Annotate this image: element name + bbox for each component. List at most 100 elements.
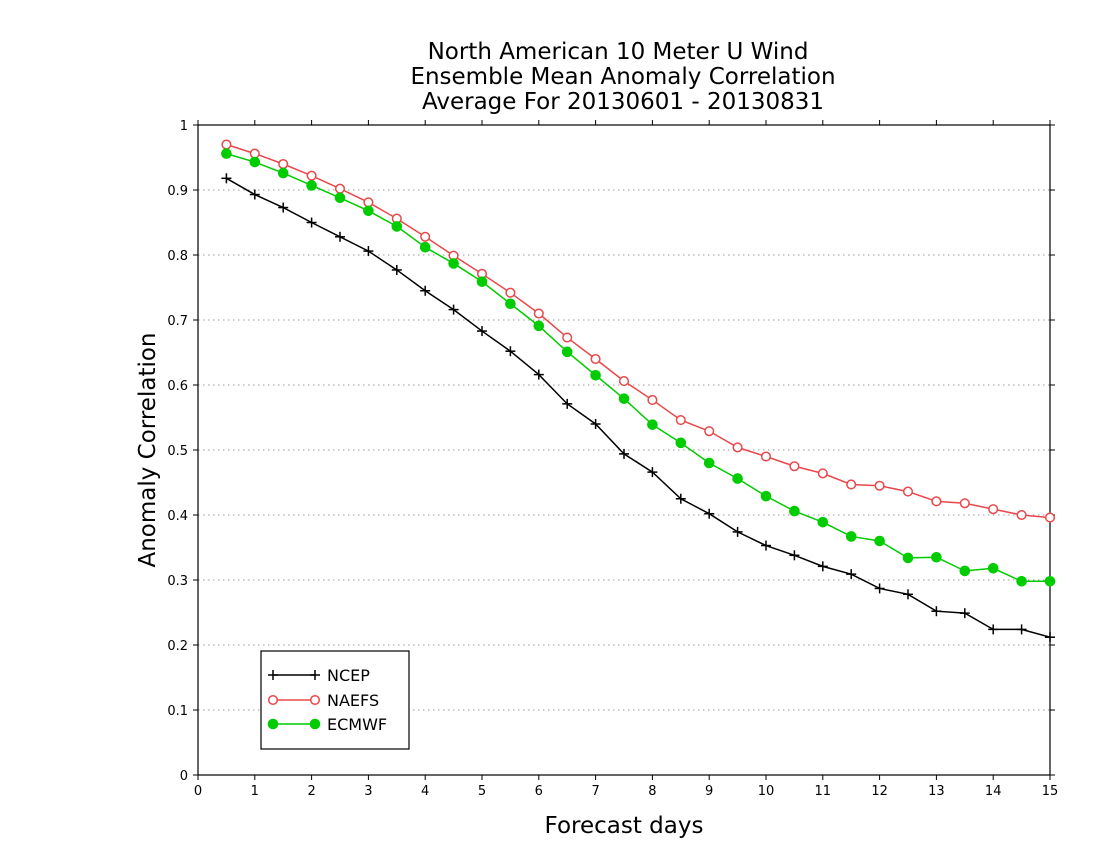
x-axis-label: Forecast days bbox=[545, 813, 704, 839]
data-point bbox=[533, 320, 545, 332]
data-point bbox=[533, 308, 544, 319]
data-point bbox=[1044, 576, 1056, 587]
data-point bbox=[249, 148, 260, 159]
data-point bbox=[903, 589, 913, 600]
series-ncep bbox=[221, 173, 1055, 643]
data-point bbox=[817, 468, 828, 479]
data-point bbox=[874, 535, 885, 547]
series-layer bbox=[221, 139, 1056, 643]
data-point bbox=[334, 192, 346, 204]
data-point bbox=[647, 419, 658, 430]
data-point bbox=[1016, 624, 1027, 635]
data-point bbox=[277, 167, 289, 179]
chart-title: North American 10 Meter U Wind Ensemble … bbox=[410, 39, 835, 115]
y-tick-label: 0.7 bbox=[167, 314, 188, 329]
data-point bbox=[391, 221, 403, 232]
legend-item-ecmwf: ECMWF bbox=[267, 715, 387, 734]
x-tick-label: 14 bbox=[985, 784, 1002, 799]
data-point bbox=[959, 565, 971, 577]
x-tick-label: 15 bbox=[1042, 784, 1059, 799]
data-point bbox=[505, 287, 516, 298]
gridlines bbox=[198, 189, 1050, 711]
data-point bbox=[704, 508, 715, 519]
data-point bbox=[363, 197, 374, 208]
data-point bbox=[310, 670, 320, 680]
data-point bbox=[363, 205, 374, 217]
y-tick-label: 1 bbox=[180, 119, 188, 134]
data-point bbox=[987, 563, 999, 574]
y-tick-label: 0.1 bbox=[167, 704, 188, 719]
data-point bbox=[268, 670, 278, 680]
series-line-ecmwf bbox=[226, 152, 1050, 583]
data-point bbox=[363, 246, 374, 257]
data-point bbox=[789, 505, 800, 517]
data-point bbox=[267, 718, 279, 730]
data-point bbox=[391, 264, 402, 275]
data-point bbox=[846, 569, 857, 580]
data-point bbox=[477, 326, 487, 337]
data-point bbox=[902, 486, 914, 497]
data-point bbox=[309, 718, 321, 730]
y-tick-label: 0.8 bbox=[167, 249, 188, 264]
data-point bbox=[590, 419, 601, 429]
series-naefs bbox=[221, 139, 1056, 523]
series-line-ncep bbox=[226, 177, 1051, 638]
data-point bbox=[931, 606, 942, 617]
x-tick-label: 10 bbox=[758, 784, 775, 799]
data-point bbox=[334, 183, 346, 194]
data-point bbox=[419, 241, 431, 253]
data-point bbox=[619, 448, 629, 459]
data-point bbox=[789, 461, 800, 472]
data-point bbox=[267, 694, 279, 706]
data-point bbox=[1044, 512, 1056, 523]
legend-label: ECMWF bbox=[327, 715, 387, 734]
y-tick-label: 0 bbox=[180, 769, 188, 784]
legend-label: NCEP bbox=[327, 666, 370, 685]
y-tick-label: 0.5 bbox=[167, 444, 188, 459]
data-point bbox=[703, 457, 715, 469]
data-point bbox=[505, 298, 516, 310]
data-point bbox=[845, 531, 857, 542]
data-point bbox=[221, 173, 232, 184]
data-point bbox=[675, 437, 687, 449]
data-point bbox=[278, 158, 289, 170]
y-tick-label: 0.2 bbox=[167, 639, 188, 654]
data-point bbox=[817, 516, 829, 528]
data-point bbox=[817, 561, 828, 572]
legend-item-ncep: NCEP bbox=[268, 666, 370, 685]
data-point bbox=[732, 526, 743, 537]
data-point bbox=[761, 540, 771, 551]
y-tick-label: 0.4 bbox=[167, 509, 188, 524]
data-point bbox=[590, 353, 601, 365]
data-point bbox=[988, 504, 999, 515]
data-point bbox=[562, 398, 573, 409]
data-point bbox=[675, 493, 686, 504]
x-tick-label: 11 bbox=[815, 784, 832, 799]
data-point bbox=[959, 498, 970, 509]
y-axis-label: Anomaly Correlation bbox=[135, 332, 161, 567]
x-tick-label: 9 bbox=[705, 784, 713, 799]
data-point bbox=[732, 473, 743, 484]
data-point bbox=[420, 231, 431, 242]
data-point bbox=[221, 139, 232, 150]
data-point bbox=[618, 376, 630, 387]
data-point bbox=[732, 442, 743, 453]
data-point bbox=[505, 346, 516, 357]
data-point bbox=[760, 451, 772, 462]
x-tick-label: 13 bbox=[928, 784, 945, 799]
x-tick-label: 7 bbox=[591, 784, 599, 799]
data-point bbox=[988, 624, 999, 635]
data-point bbox=[309, 694, 321, 706]
y-tick-label: 0.3 bbox=[167, 574, 188, 589]
data-point bbox=[590, 369, 601, 381]
axis-ticks: 00.10.20.30.40.50.60.70.80.910 1 2 3 4 5 6 7 8 9 1… bbox=[167, 119, 1058, 799]
x-tick-label: 1 bbox=[251, 784, 259, 799]
data-point bbox=[533, 369, 544, 380]
series-line-naefs bbox=[226, 143, 1051, 519]
y-tick-label: 0.9 bbox=[167, 184, 188, 199]
x-tick-label: 3 bbox=[364, 784, 372, 799]
data-point bbox=[562, 332, 573, 343]
x-tick-label: 0 bbox=[194, 784, 202, 799]
data-point bbox=[1016, 509, 1027, 521]
